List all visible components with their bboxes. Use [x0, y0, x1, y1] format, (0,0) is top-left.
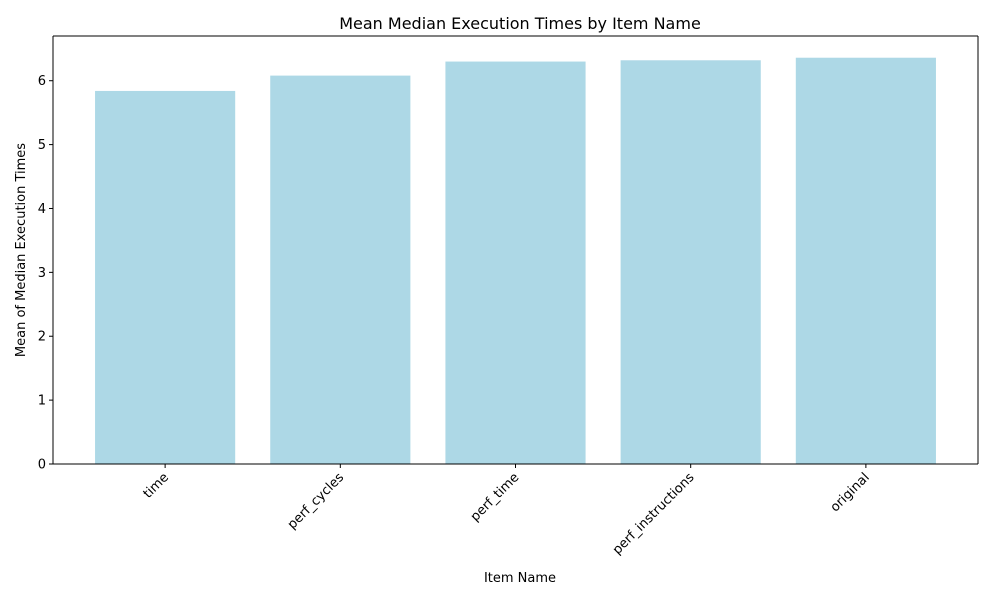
chart-title: Mean Median Execution Times by Item Name: [339, 14, 701, 33]
x-tick-label: time: [141, 470, 172, 501]
y-axis-label: Mean of Median Execution Times: [14, 143, 29, 357]
x-axis-label: Item Name: [484, 571, 556, 586]
bar-perf_cycles: [270, 75, 411, 465]
bar-perf_time: [445, 61, 586, 464]
y-tick-label: 5: [38, 138, 46, 153]
y-tick-label: 0: [38, 458, 46, 473]
y-tick-label: 1: [38, 394, 46, 409]
y-tick-label: 2: [38, 330, 46, 345]
x-tick-label: perf_cycles: [285, 470, 347, 532]
y-tick-label: 3: [38, 266, 46, 281]
x-tick-label: perf_time: [468, 470, 522, 524]
plot-area: 0 1 2 3 4 5 6 time perf_cycles perf_time perf_inst…: [38, 35, 979, 558]
bar-perf_instructions: [620, 60, 761, 464]
x-tick-label: original: [828, 470, 873, 515]
y-tick-label: 6: [38, 74, 46, 89]
bar-time: [95, 90, 236, 464]
x-tick-label: perf_instructions: [610, 470, 698, 558]
y-tick-label: 4: [38, 202, 46, 217]
bar-original: [795, 57, 936, 465]
